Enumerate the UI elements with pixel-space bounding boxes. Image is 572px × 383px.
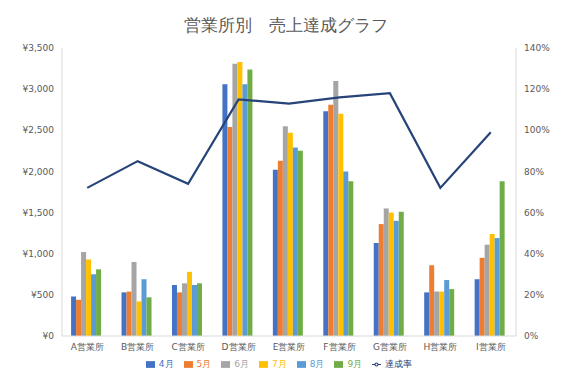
html-text:7月: 7月 xyxy=(272,359,287,369)
html-text:9月: 9月 xyxy=(347,359,363,369)
svg-text:¥500: ¥500 xyxy=(31,290,54,300)
svg-text:20%: 20% xyxy=(524,290,544,300)
svg-text:B営業所: B営業所 xyxy=(121,342,154,352)
svg-text:¥1,000: ¥1,000 xyxy=(23,249,55,259)
html-text:8月: 8月 xyxy=(309,359,325,369)
svg-text:¥1,500: ¥1,500 xyxy=(23,208,55,218)
svg-text:A営業所: A営業所 xyxy=(71,342,104,352)
html-text:6月: 6月 xyxy=(234,359,249,369)
svg-text:120%: 120% xyxy=(524,84,550,94)
svg-text:¥2,000: ¥2,000 xyxy=(23,167,55,177)
svg-text:F営業所: F営業所 xyxy=(323,342,355,352)
svg-text:E営業所: E営業所 xyxy=(273,342,306,352)
svg-text:80%: 80% xyxy=(524,167,544,177)
svg-text:¥3,500: ¥3,500 xyxy=(23,43,55,53)
svg-text:I営業所: I営業所 xyxy=(476,342,506,352)
svg-text:¥2,500: ¥2,500 xyxy=(23,125,55,135)
svg-text:0%: 0% xyxy=(524,331,539,341)
html-text:達成率: 達成率 xyxy=(385,359,413,369)
svg-text:C営業所: C営業所 xyxy=(171,342,204,352)
svg-text:60%: 60% xyxy=(524,208,544,218)
svg-text:H営業所: H営業所 xyxy=(423,342,457,352)
html-text:4月: 4月 xyxy=(158,359,174,369)
svg-text:G営業所: G営業所 xyxy=(373,342,407,352)
svg-text:100%: 100% xyxy=(524,125,550,135)
svg-text:¥3,000: ¥3,000 xyxy=(23,84,55,94)
svg-text:¥0: ¥0 xyxy=(43,331,55,341)
html-text:営業所別 売上達成グラフ: 営業所別 売上達成グラフ xyxy=(184,15,388,35)
svg-text:D営業所: D営業所 xyxy=(222,342,256,352)
svg-text:140%: 140% xyxy=(524,43,550,53)
html-text:5月: 5月 xyxy=(196,359,212,369)
svg-text:40%: 40% xyxy=(524,249,544,259)
